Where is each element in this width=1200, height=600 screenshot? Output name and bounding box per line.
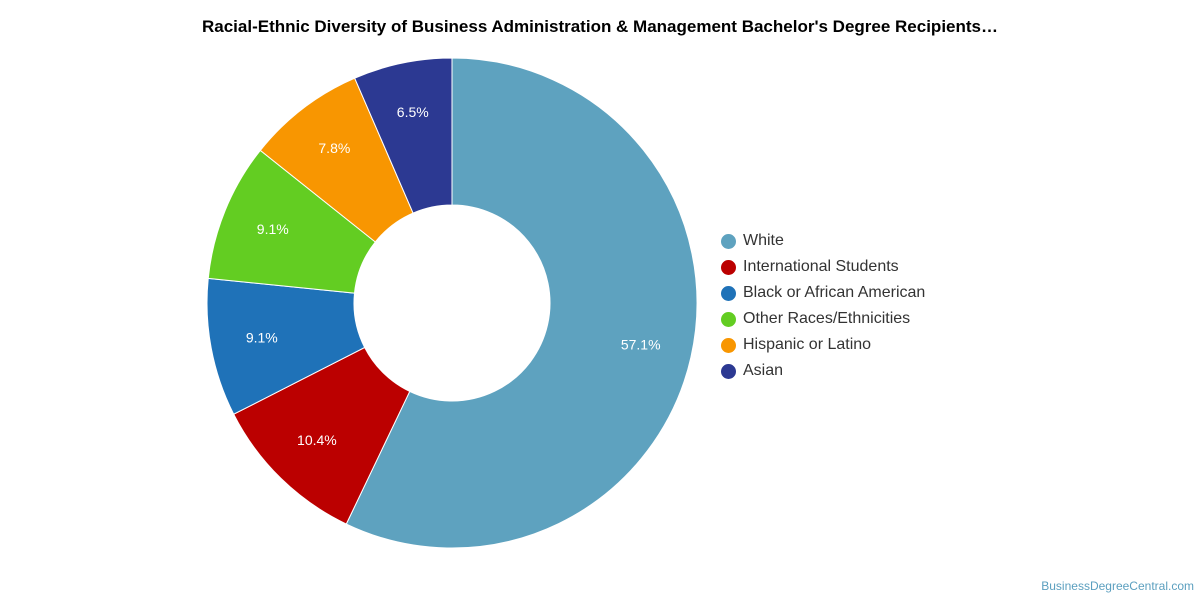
legend-swatch xyxy=(721,311,736,327)
legend-label: Asian xyxy=(743,362,784,379)
slice-label-other-races-ethnicities: 9.1% xyxy=(257,221,289,237)
slice-label-asian: 6.5% xyxy=(397,104,429,120)
legend-item-white[interactable]: White xyxy=(721,228,925,254)
slice-label-international-students: 10.4% xyxy=(297,432,337,448)
legend-swatch xyxy=(721,285,736,301)
slice-label-hispanic-or-latino: 7.8% xyxy=(318,140,350,156)
chart-title: Racial-Ethnic Diversity of Business Admi… xyxy=(201,17,998,36)
legend-item-international-students[interactable]: International Students xyxy=(721,254,925,280)
legend-item-black-or-african-american[interactable]: Black or African American xyxy=(721,280,925,306)
chart-legend: White International Students Black or Afri… xyxy=(721,228,925,384)
legend-swatch xyxy=(721,233,736,249)
slice-labels-group: 57.1% 10.4% 9.1% 9.1% 7.8% 6.5% xyxy=(246,104,661,448)
slice-label-black-or-african-american: 9.1% xyxy=(246,329,278,345)
slice-asian[interactable] xyxy=(354,57,453,214)
legend-label: White xyxy=(743,232,784,249)
source-credit[interactable]: BusinessDegreeCentral.com xyxy=(1041,579,1194,593)
slice-label-white: 57.1% xyxy=(621,337,661,353)
legend-label: Other Races/Ethnicities xyxy=(743,310,911,327)
legend-swatch xyxy=(721,363,736,379)
slices-group xyxy=(206,57,698,549)
legend-label: International Students xyxy=(743,258,899,275)
slice-international-students[interactable] xyxy=(233,346,411,525)
legend-label: Black or African American xyxy=(743,284,926,301)
legend-item-hispanic-or-latino[interactable]: Hispanic or Latino xyxy=(721,332,925,358)
legend-item-asian[interactable]: Asian xyxy=(721,358,925,384)
legend-label: Hispanic or Latino xyxy=(743,336,872,353)
slice-white[interactable] xyxy=(345,57,698,549)
legend-swatch xyxy=(721,337,736,353)
legend-swatch xyxy=(721,259,736,275)
legend-item-other-races-ethnicities[interactable]: Other Races/Ethnicities xyxy=(721,306,925,332)
